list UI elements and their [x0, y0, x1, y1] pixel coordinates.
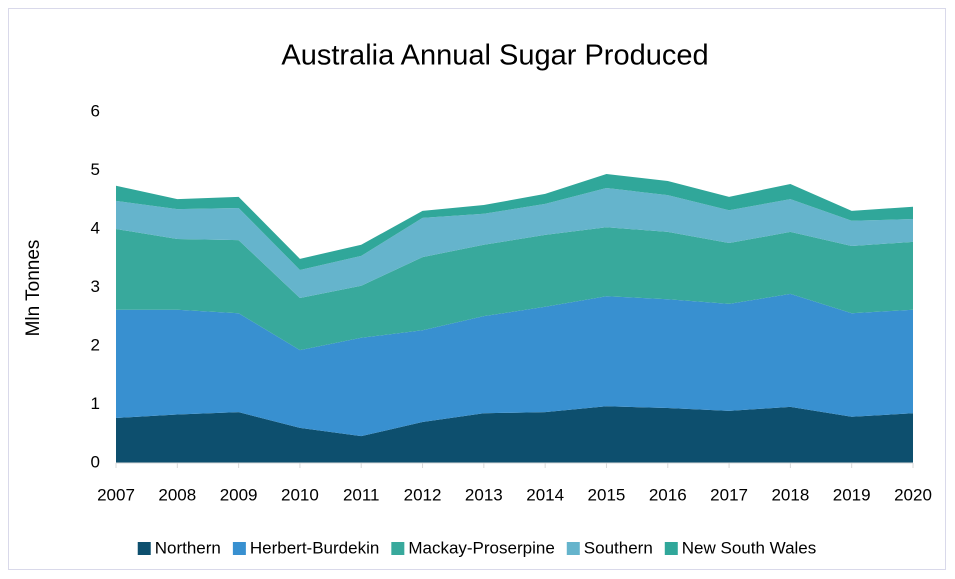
legend-label: Herbert-Burdekin: [250, 538, 379, 557]
y-tick-label: 1: [91, 394, 100, 413]
chart-title: Australia Annual Sugar Produced: [281, 40, 708, 72]
y-tick-label: 3: [91, 277, 100, 296]
area: [116, 188, 913, 299]
x-tick-label: 2008: [158, 485, 196, 504]
x-tick-label: 2014: [526, 485, 564, 504]
y-axis-title: Mln Tonnes: [23, 240, 44, 337]
x-tick-label: 2019: [833, 485, 871, 504]
area: [116, 293, 913, 437]
area: [116, 174, 913, 270]
x-tick-label: 2018: [771, 485, 809, 504]
x-tick-label: 2017: [710, 485, 748, 504]
x-tick-label: 2015: [588, 485, 626, 504]
x-tick-label: 2011: [343, 485, 380, 504]
legend-label: Mackay-Proserpine: [408, 538, 554, 557]
x-tick-label: 2012: [404, 485, 442, 504]
x-tick-label: 2016: [649, 485, 687, 504]
area: [116, 406, 913, 463]
y-tick-label: 2: [91, 335, 100, 354]
x-tick-label: 2020: [894, 485, 932, 504]
legend-swatch: [137, 542, 151, 555]
y-tick-label: 4: [91, 218, 100, 237]
legend-swatch: [664, 542, 678, 555]
legend: Northern Herbert-Burdekin Mackay-Proserpin…: [137, 538, 816, 557]
x-tick-label: 2013: [465, 485, 503, 504]
legend-label: Northern: [155, 538, 221, 557]
y-tick-label: 6: [91, 101, 100, 120]
x-tick-label: 2009: [220, 485, 258, 504]
legend-label: New South Wales: [682, 538, 816, 557]
area: [116, 227, 913, 351]
x-tick-label: 2007: [97, 485, 135, 504]
y-tick-label: 0: [91, 452, 100, 471]
y-tick-label: 5: [91, 160, 100, 179]
legend-swatch: [566, 542, 580, 555]
x-tick-label: 2010: [281, 485, 319, 504]
legend-label: Southern: [584, 538, 653, 557]
legend-swatch: [232, 542, 246, 555]
legend-swatch: [391, 542, 405, 555]
